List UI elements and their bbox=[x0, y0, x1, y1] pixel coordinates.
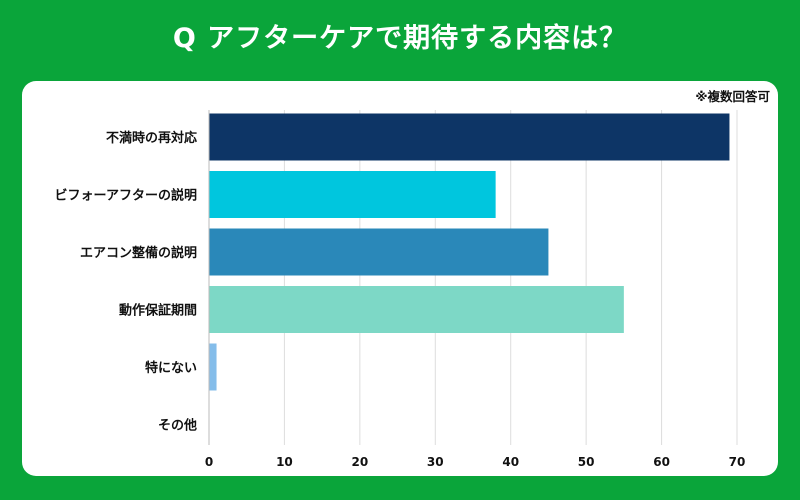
bar bbox=[209, 171, 496, 218]
x-tick-label: 60 bbox=[653, 455, 670, 469]
bar bbox=[209, 228, 549, 276]
category-label: 不満時の再対応 bbox=[106, 130, 197, 146]
x-tick-label: 30 bbox=[427, 455, 444, 469]
x-tick-label: 40 bbox=[502, 455, 519, 469]
x-tick-label: 50 bbox=[578, 455, 595, 469]
category-label: エアコン整備の説明 bbox=[80, 245, 197, 261]
bar bbox=[209, 286, 624, 333]
multiple-answer-note: ※複数回答可 bbox=[695, 89, 770, 104]
category-label: 特にない bbox=[145, 360, 197, 376]
x-tick-label: 10 bbox=[276, 455, 293, 469]
bar bbox=[209, 343, 217, 391]
category-label: 動作保証期間 bbox=[119, 303, 197, 319]
x-tick-label: 70 bbox=[729, 455, 746, 469]
x-tick-label: 0 bbox=[205, 455, 213, 469]
category-label: ビフォーアフターの説明 bbox=[55, 188, 197, 204]
chart-title: Q アフターケアで期待する内容は？ bbox=[172, 23, 628, 54]
category-label: その他 bbox=[158, 418, 197, 434]
x-tick-label: 20 bbox=[352, 455, 369, 469]
bar bbox=[209, 113, 730, 161]
